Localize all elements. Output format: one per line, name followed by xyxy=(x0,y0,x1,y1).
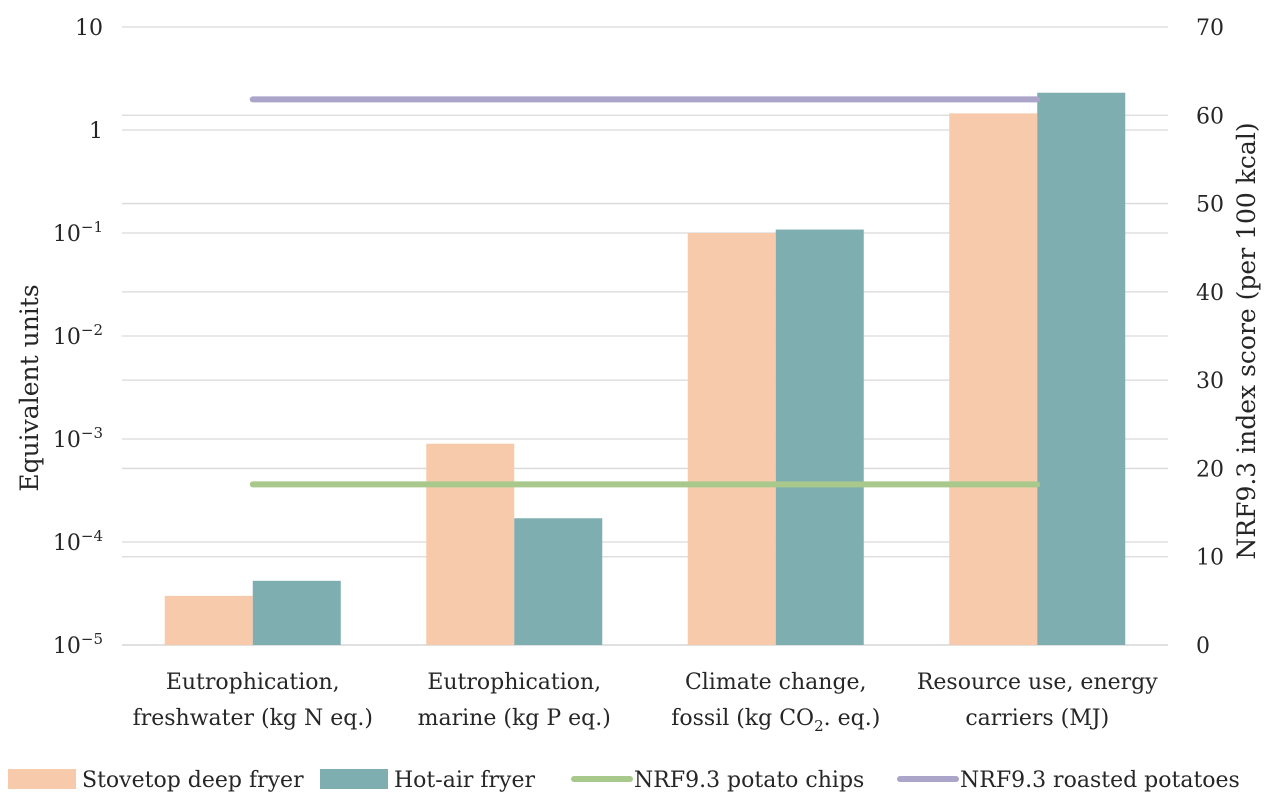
bar-1-0 xyxy=(252,580,341,645)
legend-swatch xyxy=(8,769,76,789)
y2-tick-label: 10 xyxy=(1196,546,1224,571)
legend: Stovetop deep fryer Hot-air fryer NRF9.3 p… xyxy=(8,768,1240,793)
x-axis: Eutrophication, freshwater (kg N eq.) Eutr… xyxy=(133,670,1159,735)
y2-tick-label: 60 xyxy=(1196,104,1224,129)
x-tick-label: Eutrophication, freshwater (kg N eq.) xyxy=(133,670,373,731)
legend-label: NRF9.3 roasted potatoes xyxy=(960,768,1240,793)
y2-tick-label: 30 xyxy=(1196,369,1224,394)
bar-0-2 xyxy=(687,233,776,645)
y-tick-label: 10 xyxy=(75,16,103,41)
y-tick-label: 10−3 xyxy=(53,424,103,453)
x-tick-label: Resource use, energy carriers (MJ) xyxy=(917,670,1158,731)
legend-label: Hot-air fryer xyxy=(394,768,535,793)
y-tick-label: 10−5 xyxy=(53,630,103,659)
bar-0-0 xyxy=(164,595,253,645)
x-tick-label: Climate change, fossil (kg CO2. eq.) xyxy=(671,670,880,735)
nrf-lines xyxy=(249,96,1041,488)
y-tick-label: 1 xyxy=(89,119,103,144)
y2-tick-label: 50 xyxy=(1196,193,1224,218)
y2-axis-title: NRF9.3 index score (per 100 kcal) xyxy=(1232,122,1261,559)
bar-1-3 xyxy=(1037,92,1126,645)
y2-tick-label: 20 xyxy=(1196,457,1224,482)
legend-label: NRF9.3 potato chips xyxy=(634,768,864,793)
y-tick-label: 10−4 xyxy=(53,527,103,556)
bar-1-1 xyxy=(514,518,603,645)
x-tick-label: Eutrophication, marine (kg P eq.) xyxy=(418,670,611,731)
y-tick-label: 10−1 xyxy=(53,218,103,247)
y-axis-title: Equivalent units xyxy=(15,284,44,491)
y-axis-left: 10 1 10−1 10−2 10−3 10−4 10−5 xyxy=(53,16,103,659)
y-axis-right: 0 10 20 30 40 50 60 70 xyxy=(1196,16,1224,659)
bar-0-3 xyxy=(949,113,1038,646)
y-tick-label: 10−2 xyxy=(53,321,103,350)
y2-tick-label: 70 xyxy=(1196,16,1224,41)
legend-swatch xyxy=(320,769,388,789)
bars xyxy=(164,92,1126,646)
legend-label: Stovetop deep fryer xyxy=(82,768,304,793)
bar-1-2 xyxy=(775,229,864,645)
y2-tick-label: 40 xyxy=(1196,281,1224,306)
bar-0-1 xyxy=(426,443,515,645)
y2-tick-label: 0 xyxy=(1196,634,1210,659)
